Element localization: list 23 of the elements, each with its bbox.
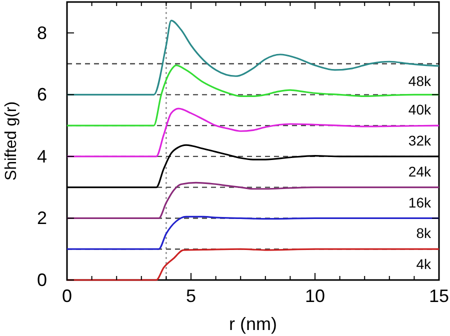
annotation: 32k	[408, 132, 432, 149]
y-tick-label: 0	[36, 270, 47, 290]
y-tick-label: 8	[36, 22, 47, 43]
annotation: 8k	[416, 225, 432, 242]
y-tick-label: 6	[36, 84, 47, 105]
annotation: 4k	[416, 256, 432, 272]
annotation: 48k	[408, 72, 432, 89]
annotation: 24k	[408, 163, 432, 180]
x-tick-label: 10	[304, 286, 326, 306]
y-tick-label: 2	[36, 208, 47, 228]
y-axis-title: Shifted g(r)	[3, 101, 20, 181]
line-series	[66, 216, 440, 250]
line-series	[66, 20, 440, 96]
annotation: 16k	[408, 194, 432, 210]
y-tick-label: 4	[36, 146, 47, 166]
line-series	[66, 248, 440, 281]
x-tick-label: 5	[186, 286, 196, 306]
annotation: 40k	[408, 102, 432, 118]
x-tick-label: 15	[428, 286, 450, 306]
line-series	[66, 64, 440, 126]
line-series	[66, 182, 440, 220]
x-tick-label: 0	[62, 286, 72, 306]
x-axis-title: r (nm)	[229, 314, 277, 334]
